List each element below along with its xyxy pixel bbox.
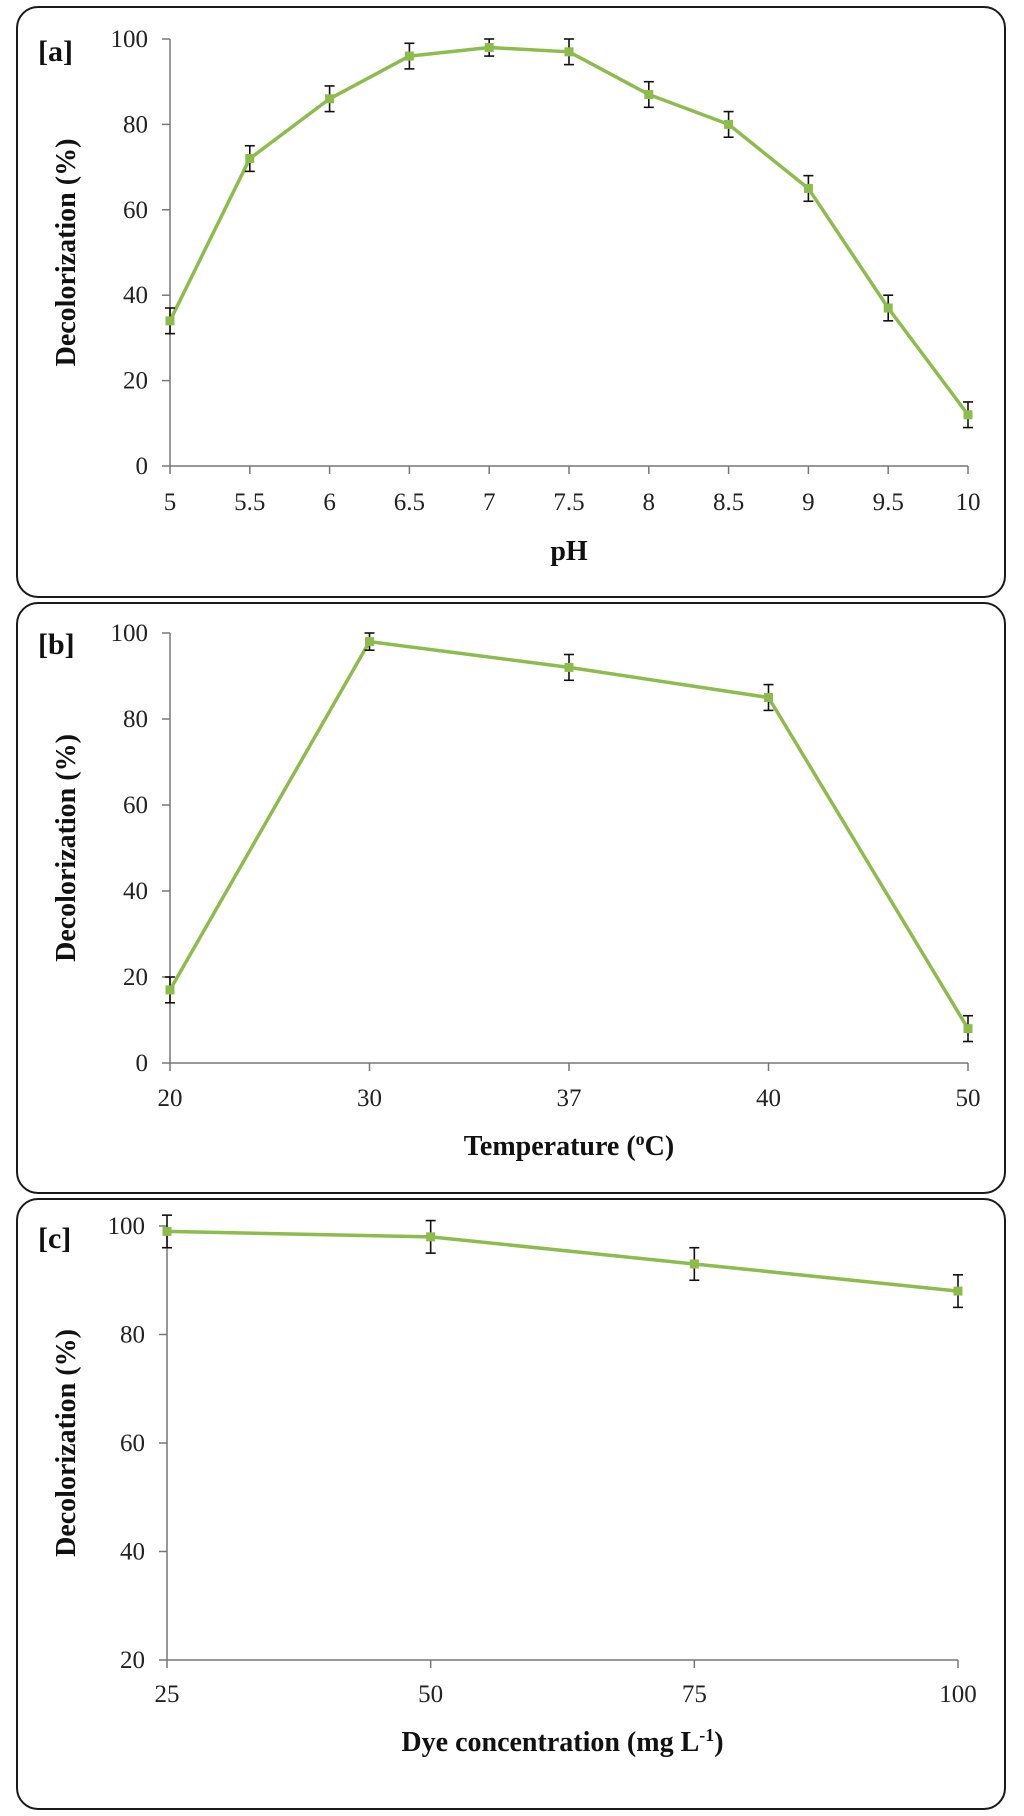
chart-b-data-point: [365, 637, 374, 647]
chart-b-x-axis-title: Temperature (oC): [464, 1129, 674, 1162]
chart-b-data-point: [764, 693, 773, 702]
chart-a-y-tick-label: 0: [136, 453, 149, 480]
chart-c-series-line: [166, 1229, 959, 1293]
chart-b-panel-label: [b]: [38, 628, 75, 661]
chart-c-data-point: [426, 1232, 436, 1242]
chart-a-x-tick-label: 5.5: [234, 489, 265, 516]
chart-c-data-point: [953, 1286, 963, 1296]
chart-panel-c: [16, 1198, 1006, 1810]
chart-a-data-point: [564, 47, 574, 57]
chart-a-x-tick-label: 8.5: [713, 489, 744, 516]
chart-b-x-tick-label: 37: [557, 1085, 582, 1112]
chart-a-data-point: [724, 119, 734, 129]
chart-b-x-tick-label: 50: [956, 1085, 981, 1112]
chart-c-data-point: [689, 1259, 699, 1269]
chart-b-y-tick-label: 20: [123, 964, 148, 991]
chart-a-x-axis-title: pH: [550, 536, 588, 567]
chart-c-x-tick-label: 75: [682, 1681, 707, 1708]
chart-a-data-point: [803, 183, 813, 193]
chart-b-y-tick-label: 100: [111, 620, 149, 647]
chart-a-x-tick-label: 6.5: [394, 489, 425, 516]
chart-a-x-tick-label: 5: [164, 489, 177, 516]
chart-a-x-tick-label: 8: [643, 489, 656, 516]
chart-b-y-tick-label: 80: [123, 706, 148, 733]
chart-c-x-tick-label: 25: [155, 1681, 180, 1708]
chart-a-x-tick-label: 7: [483, 489, 496, 516]
chart-c-y-tick-label: 100: [108, 1213, 146, 1240]
chart-a-y-tick-label: 80: [123, 111, 148, 138]
chart-a-data-point: [325, 94, 335, 104]
chart-a-y-tick-label: 60: [123, 197, 148, 224]
chart-b-data-point: [963, 1024, 973, 1034]
chart-a-panel-label: [a]: [38, 35, 73, 68]
chart-b-y-axis-title: Decolorization (%): [51, 734, 82, 962]
chart-a-y-tick-label: 20: [123, 368, 148, 395]
chart-panel-b: [16, 602, 1006, 1194]
chart-c-y-axis-title: Decolorization (%): [51, 1329, 82, 1557]
chart-a-x-tick-label: 9: [802, 489, 815, 516]
chart-a-data-point: [963, 410, 973, 420]
chart-b-y-tick-label: 40: [123, 878, 148, 905]
chart-b-x-tick-label: 30: [357, 1085, 382, 1112]
chart-b-x-tick-label: 20: [158, 1085, 183, 1112]
chart-a-y-axis-title: Decolorization (%): [51, 139, 82, 367]
chart-a-data-point: [883, 303, 893, 313]
chart-c-x-tick-label: 100: [939, 1681, 977, 1708]
chart-b-data-point: [564, 662, 574, 672]
chart-c-panel-label: [c]: [38, 1222, 71, 1255]
chart-a-data-point: [644, 90, 654, 100]
chart-a-y-tick-label: 100: [111, 26, 149, 53]
chart-b-series-line: [168, 639, 970, 1030]
chart-c-y-tick-label: 40: [120, 1539, 145, 1566]
chart-b-x-tick-label: 40: [756, 1085, 781, 1112]
chart-a-x-tick-label: 6: [323, 489, 336, 516]
chart-c-y-tick-label: 20: [120, 1647, 145, 1674]
chart-a-series-line: [168, 45, 970, 416]
chart-b-data-point: [165, 985, 175, 995]
chart-c-x-tick-label: 50: [418, 1681, 443, 1708]
chart-a-x-tick-label: 7.5: [553, 489, 584, 516]
chart-c-data-point: [162, 1226, 172, 1236]
chart-a-x-tick-label: 9.5: [873, 489, 904, 516]
chart-a-data-point: [484, 43, 494, 53]
chart-b-y-tick-label: 60: [123, 792, 148, 819]
chart-c-y-tick-label: 80: [120, 1322, 145, 1349]
chart-a-x-tick-label: 10: [956, 489, 981, 516]
chart-c-x-axis-title: Dye concentration (mg L-1): [401, 1725, 723, 1758]
chart-a-data-point: [165, 316, 175, 326]
chart-a-y-tick-label: 40: [123, 282, 148, 309]
chart-b-y-tick-label: 0: [136, 1050, 149, 1077]
chart-a-data-point: [245, 154, 255, 164]
chart-a-data-point: [404, 51, 414, 61]
chart-c-y-tick-label: 60: [120, 1430, 145, 1457]
